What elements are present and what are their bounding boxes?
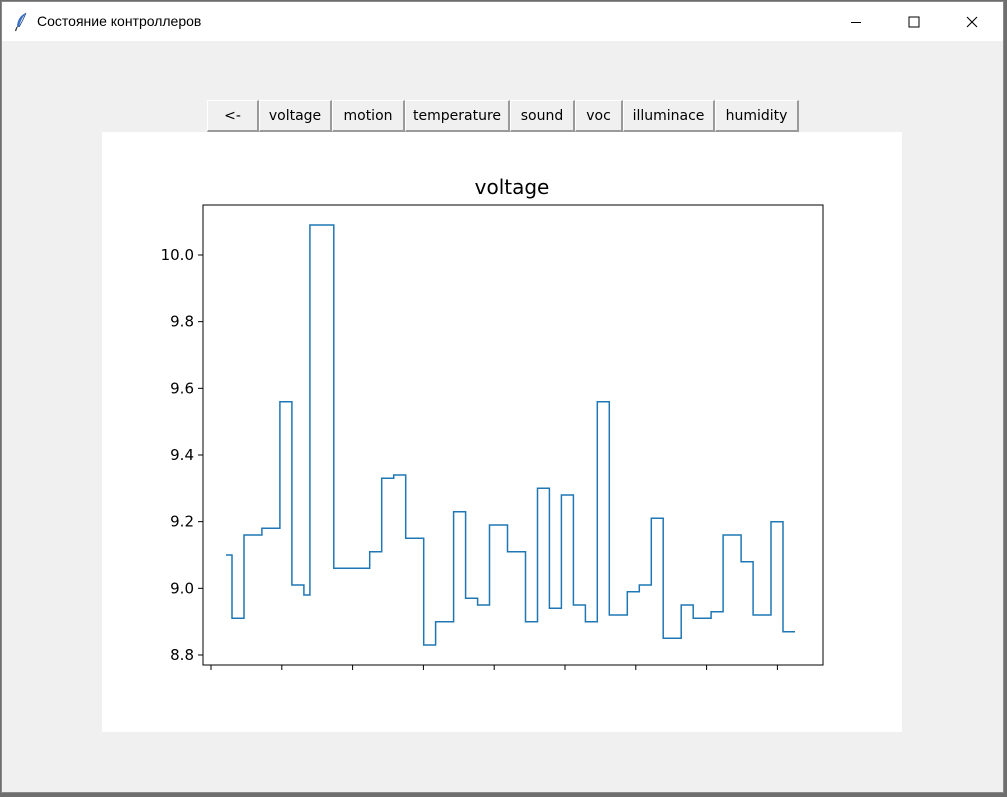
chart-canvas: voltage 8.8 9.0 9.2 9.4 9.6 9.8 10.0 [102,132,902,732]
y-tick-label: 9.4 [170,446,194,464]
y-tick-label: 9.8 [170,313,194,331]
sensor-toolbar: <- voltage motion temperature sound voc … [207,100,799,132]
maximize-button[interactable] [885,2,943,41]
y-tick-label: 9.2 [170,513,194,531]
y-tick-label: 9.6 [170,379,194,397]
voltage-chart: voltage 8.8 9.0 9.2 9.4 9.6 9.8 10.0 [161,175,824,670]
y-tick-label: 10.0 [161,246,194,264]
close-icon [966,16,978,27]
y-tick-label: 8.8 [170,646,194,664]
title-bar: Состояние контроллеров [2,2,1003,41]
temperature-button[interactable]: temperature [405,100,510,132]
feather-icon [14,12,30,32]
chart-title: voltage [475,175,550,199]
illuminace-button[interactable]: illuminace [623,100,715,132]
maximize-icon [908,16,920,27]
humidity-button[interactable]: humidity [715,100,799,132]
voc-button[interactable]: voc [575,100,623,132]
minimize-icon [851,21,861,23]
minimize-button[interactable] [827,2,885,41]
voltage-series-line [226,224,795,646]
close-button[interactable] [943,2,1001,41]
back-button[interactable]: <- [207,100,259,132]
plot-frame [202,204,824,666]
motion-button[interactable]: motion [332,100,405,132]
y-tick-label: 9.0 [170,579,194,597]
window-title: Состояние контроллеров [37,13,202,29]
sound-button[interactable]: sound [510,100,575,132]
voltage-button[interactable]: voltage [259,100,332,132]
